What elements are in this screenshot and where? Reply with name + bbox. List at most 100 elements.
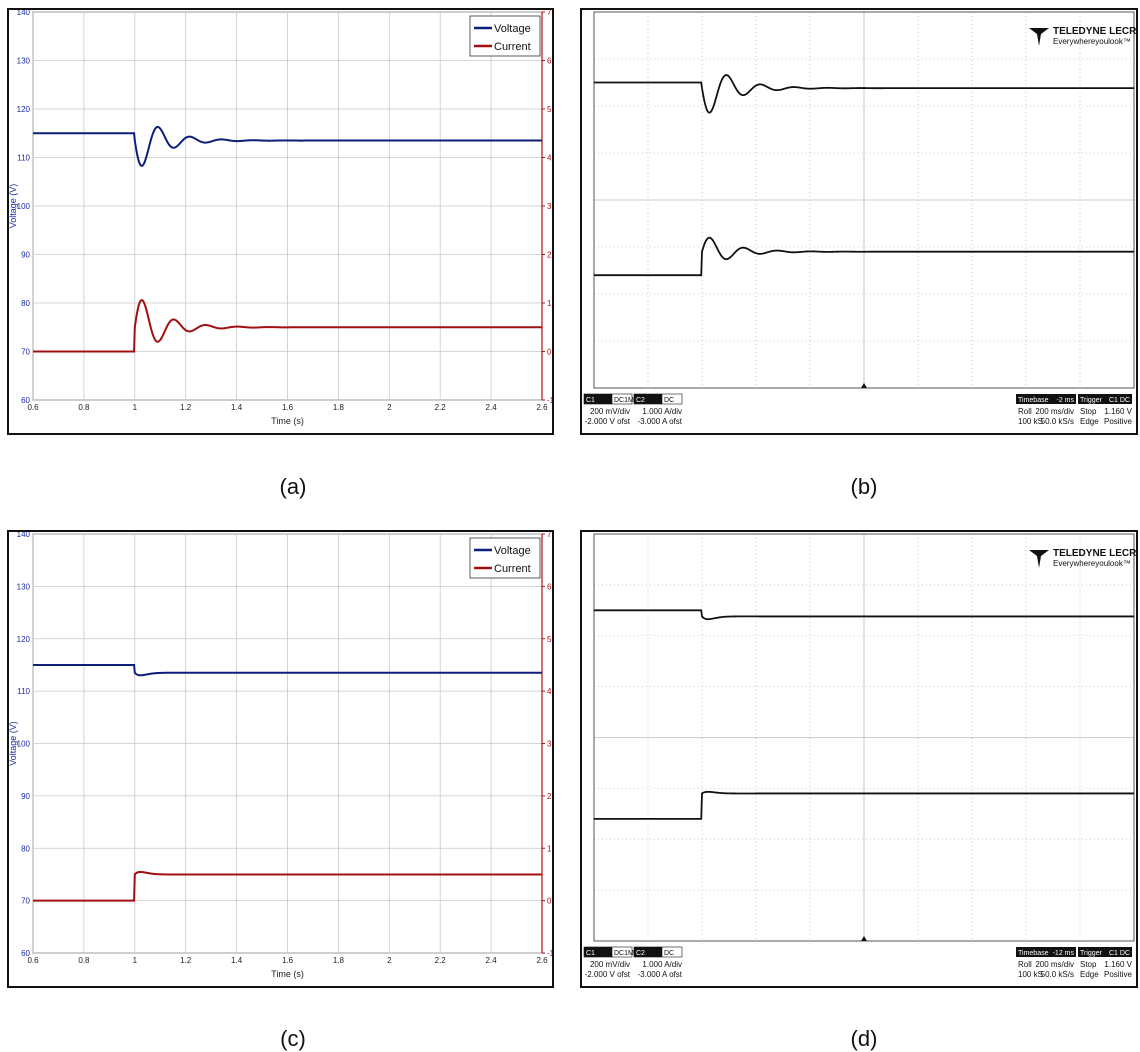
x-axis-label: Time (s)	[271, 969, 304, 979]
y-tick-label: 60	[21, 396, 30, 405]
x-tick-label: 2	[387, 956, 392, 965]
series-line-voltage	[33, 663, 542, 677]
y-axis-label: Voltage (V)	[9, 184, 18, 229]
y2-tick-label: 2	[547, 792, 552, 801]
y2-tick-label: 3	[547, 202, 552, 211]
logo-mark-icon	[1029, 550, 1049, 568]
caption-b: (b)	[850, 474, 878, 499]
legend-label: Current	[494, 563, 531, 575]
sample-rate: 50.0 kS/s	[1041, 417, 1074, 426]
y2-tick-label: 7	[547, 532, 552, 539]
x-tick-label: 1.6	[282, 403, 294, 412]
y-tick-label: 60	[21, 949, 30, 958]
x-tick-label: 1	[133, 403, 138, 412]
roll-label: Roll	[1018, 960, 1032, 969]
sample-rate: 50.0 kS/s	[1041, 970, 1074, 979]
trigger-label: Trigger	[1080, 397, 1103, 404]
trigger-box	[1078, 947, 1132, 957]
legend-box	[469, 537, 541, 579]
y2-tick-label: -1	[547, 396, 552, 405]
y-tick-label: 70	[21, 897, 30, 906]
series-line-voltage	[33, 125, 542, 167]
trigger-level: 1.160 V	[1104, 407, 1132, 416]
x-tick-label: 0.6	[27, 403, 39, 412]
x-tick-label: 2.2	[435, 403, 447, 412]
chart-panel-c: 0.6 0.8 1 1.2 1.4 1.6 1.8 2 2.2 2.4 2.6 60 70 80 90 100…	[7, 530, 554, 988]
y2-tick-label: 2	[547, 251, 552, 260]
trigger-source: C1 DC	[1109, 397, 1130, 404]
trigger-source: C1 DC	[1109, 950, 1130, 957]
c1-coupling-box	[611, 393, 633, 405]
c1-offset: -2.000 V ofst	[585, 970, 631, 979]
c1-scale: 200 mV/div	[590, 407, 630, 416]
x-tick-label: 0.6	[27, 956, 39, 965]
y-tick-label: 130	[17, 582, 31, 591]
trigger-label: Trigger	[1080, 950, 1103, 957]
timebase-label: Timebase	[1018, 397, 1049, 404]
x-tick-label: 1.2	[180, 956, 192, 965]
y2-tick-label: -1	[547, 949, 552, 958]
legend-label: Voltage	[494, 23, 531, 35]
y2-tick-label: 5	[547, 105, 552, 114]
timebase-value: -12 ms	[1053, 950, 1075, 957]
x-tick-label: 2.6	[536, 403, 548, 412]
c2-header: C2	[636, 950, 645, 957]
trigger-box	[1078, 394, 1132, 404]
logo-brand: TELEDYNE LECROY	[1053, 548, 1136, 559]
y-tick-label: 140	[17, 10, 31, 17]
timebase-box	[1016, 947, 1076, 957]
logo-tagline: Everywhereyoulook™	[1053, 559, 1131, 568]
y2-tick-label: 0	[547, 897, 552, 906]
time-per-div: 200 ms/div	[1035, 407, 1074, 416]
scope-trace-c2	[594, 236, 1134, 277]
x-axis-label: Time (s)	[271, 416, 304, 426]
c1-header: C1	[586, 397, 595, 404]
x-tick-label: 2.4	[486, 956, 498, 965]
c2-header: C2	[636, 397, 645, 404]
legend-box	[469, 15, 541, 57]
trigger-type: Edge	[1080, 970, 1099, 979]
trigger-mode: Stop	[1080, 407, 1097, 416]
chart-svg-c: 0.6 0.8 1 1.2 1.4 1.6 1.8 2 2.2 2.4 2.660708090100…	[9, 532, 552, 979]
y-tick-label: 110	[17, 687, 30, 696]
c2-offset: -3.000 A ofst	[638, 970, 683, 979]
y2-tick-label: 5	[547, 635, 552, 644]
x-tick-label: 1	[133, 956, 138, 965]
y-tick-label: 90	[21, 251, 30, 260]
y2-tick-label: 6	[547, 57, 552, 66]
y2-tick-label: 6	[547, 582, 552, 591]
sample-count: 100 kS	[1018, 417, 1043, 426]
y-tick-label: 100	[17, 202, 31, 211]
c2-scale: 1.000 A/div	[642, 407, 682, 416]
x-tick-label: 1.6	[282, 956, 294, 965]
y2-tick-label: 0	[547, 348, 552, 357]
trigger-marker	[861, 383, 867, 388]
y-tick-label: 80	[21, 844, 30, 853]
c2-coupling: DC	[664, 950, 674, 957]
c1-offset: -2.000 V ofst	[585, 417, 631, 426]
trigger-level: 1.160 V	[1104, 960, 1132, 969]
y-tick-label: 140	[17, 532, 31, 539]
series-line-current	[33, 299, 542, 353]
y-tick-label: 130	[17, 57, 31, 66]
logo-tagline: Everywhereyoulook™	[1053, 37, 1131, 46]
sample-count: 100 kS	[1018, 970, 1043, 979]
trigger-marker	[861, 936, 867, 941]
chart-svg-a: 0.6 0.8 1 1.2 1.4 1.6 1.8 2 2.2 2.4 2.660708090100…	[9, 10, 552, 426]
roll-label: Roll	[1018, 407, 1032, 416]
c2-offset: -3.000 A ofst	[638, 417, 683, 426]
series-line-current	[33, 870, 542, 902]
trigger-slope: Positive	[1104, 970, 1133, 979]
legend-label: Voltage	[494, 545, 531, 557]
y-tick-label: 70	[21, 348, 30, 357]
x-tick-label: 2.4	[486, 403, 498, 412]
c2-coupling-box	[661, 946, 683, 958]
x-tick-label: 2.2	[435, 956, 447, 965]
c1-header: C1	[586, 950, 595, 957]
scope-trace-c2	[594, 790, 1134, 820]
c1-scale: 200 mV/div	[590, 960, 630, 969]
c1-coupling: DC1M	[614, 397, 634, 404]
caption-a: (a)	[279, 474, 307, 499]
timebase-value: -2 ms	[1057, 397, 1075, 404]
caption-d: (d)	[850, 1026, 878, 1051]
